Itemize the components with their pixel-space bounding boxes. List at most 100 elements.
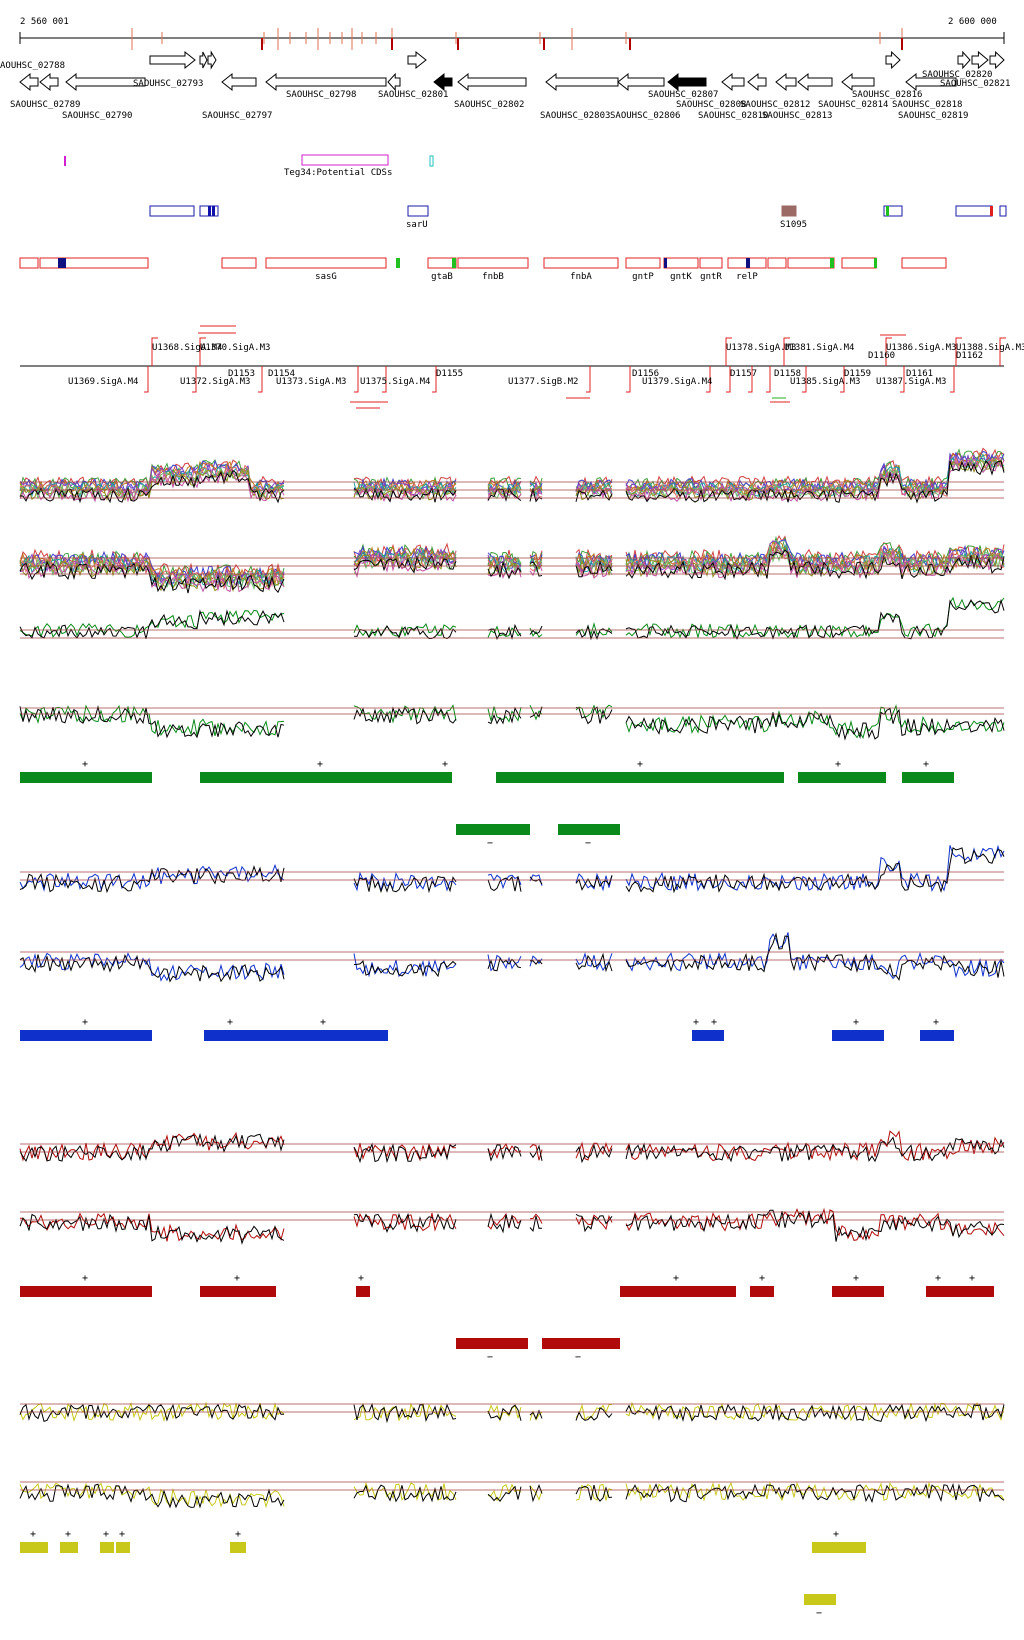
promoter-down-mark: [382, 366, 387, 393]
promoter-up-mark: [955, 337, 962, 366]
plus-strand-segment: [20, 1542, 48, 1553]
expression-trace: [529, 1215, 543, 1232]
expression-trace: [19, 469, 285, 504]
expression-trace: [19, 1401, 285, 1423]
expression-trace: [19, 559, 285, 593]
gene-label: SAOUHSC_02798: [286, 90, 356, 100]
expression-trace: [625, 932, 1005, 981]
promoter-label: D1153: [228, 369, 255, 379]
expression-trace: [625, 1207, 1005, 1241]
expression-trace: [353, 706, 457, 725]
expression-trace: [575, 1407, 613, 1421]
expression-trace: [353, 1481, 457, 1502]
promoter-down-mark: [432, 366, 437, 393]
minus-strand-segment: [558, 824, 620, 835]
gene-arrow: [545, 72, 619, 92]
plus-strand-segment: [204, 1030, 388, 1041]
cds-feature-box: [265, 257, 387, 269]
expression-trace: [529, 627, 543, 638]
expression-trace: [353, 1142, 456, 1162]
expression-trace: [625, 844, 1005, 893]
plus-strand-mark: +: [935, 1273, 941, 1284]
cds-feature-box: [543, 257, 619, 269]
gene-arrow: [841, 72, 875, 92]
minus-strand-mark: −: [487, 838, 493, 849]
gene-arrow: [149, 50, 196, 70]
gene-label: SAOUHSC_02819: [898, 111, 968, 121]
segmentation-tracks: + + + + + + − − + + + + + + + + + + + + + + + − − + + + + + + −: [20, 759, 994, 1619]
cds-feature-track: sasG gtaB fnbB fnbA gntP gntK gntR relP: [19, 257, 947, 282]
plus-strand-mark: +: [227, 1017, 233, 1028]
ruler-tick-marks: [131, 28, 903, 50]
promoter-label: D1161: [906, 369, 933, 379]
plus-strand-segment: [798, 772, 886, 783]
expression-trace: [353, 960, 457, 978]
expression-trace: [353, 480, 457, 498]
expression-trace: [19, 1483, 285, 1509]
expression-trace: [575, 483, 613, 495]
rna-feature-track: sarU S1095: [149, 205, 1007, 230]
cds-feature-box: [767, 257, 787, 269]
gene-arrow: [433, 72, 453, 92]
gene-label: SAOUHSC_02797: [202, 111, 272, 121]
promoter-down-mark: [950, 366, 955, 393]
expression-trace: [625, 704, 1005, 740]
expression-trace: [625, 1209, 1005, 1242]
cds-accent-mark: [58, 258, 66, 268]
expression-trace: [19, 462, 285, 496]
gene-label: SAOUHSC_02812: [740, 100, 810, 110]
expression-trace: [487, 555, 522, 575]
cds-accent-mark: [874, 258, 877, 268]
minus-strand-mark: −: [816, 1608, 822, 1619]
plus-strand-mark: +: [673, 1273, 679, 1284]
expression-trace: [529, 1144, 543, 1161]
cds-feature-box: [221, 257, 257, 269]
plus-strand-segment: [356, 1286, 370, 1297]
promoter-label: U1378.SigA.M3: [726, 343, 796, 353]
expression-trace: [487, 873, 522, 890]
promoter-label: U1385.SigA.M3: [790, 377, 860, 387]
gene-label: SAOUHSC_02814: [818, 100, 888, 110]
expression-trace: [529, 1213, 543, 1224]
gene-label: SAOUHSC_02793: [133, 79, 203, 89]
expression-trace: [353, 625, 457, 640]
expression-trace: [575, 872, 613, 892]
promoter-down-mark: [144, 366, 149, 393]
plus-strand-mark: +: [103, 1529, 109, 1540]
gene-label: SAOUHSC_02806: [610, 111, 680, 121]
gene-arrow: [65, 72, 146, 92]
promoter-up-mark: [725, 337, 732, 366]
plus-strand-mark: +: [65, 1529, 71, 1540]
expression-trace: [575, 706, 613, 725]
gene-label: SAOUHSC_02810: [698, 111, 768, 121]
promoter-down-mark: [706, 366, 711, 393]
plus-strand-segment: [902, 772, 954, 783]
expression-trace: [487, 1144, 522, 1162]
teg34-feature: [301, 154, 389, 166]
expression-trace: [19, 609, 285, 639]
expression-trace: [625, 707, 1005, 741]
gene-label: SAOUHSC_02802: [454, 100, 524, 110]
plus-strand-segment: [100, 1542, 114, 1553]
expression-trace: [575, 1484, 613, 1502]
gene-arrow: [19, 72, 39, 92]
expression-trace: [575, 621, 613, 637]
expression-trace: [625, 457, 1005, 500]
ruler-end-label: 2 600 000: [948, 17, 997, 27]
plus-strand-segment: [812, 1542, 866, 1553]
gene-arrow: [971, 50, 989, 70]
expression-trace: [487, 1404, 522, 1422]
plus-strand-segment: [20, 1030, 152, 1041]
cds-feature-label: gntK: [670, 272, 692, 282]
expression-trace: [575, 624, 613, 641]
expression-trace: [575, 554, 613, 573]
promoter-down-mark: [900, 366, 905, 393]
minus-strand-mark: −: [487, 1352, 493, 1363]
expression-trace: [625, 1403, 1005, 1423]
cds-feature-box: [841, 257, 877, 269]
expression-trace: [487, 1485, 522, 1503]
expression-trace: [487, 562, 522, 579]
